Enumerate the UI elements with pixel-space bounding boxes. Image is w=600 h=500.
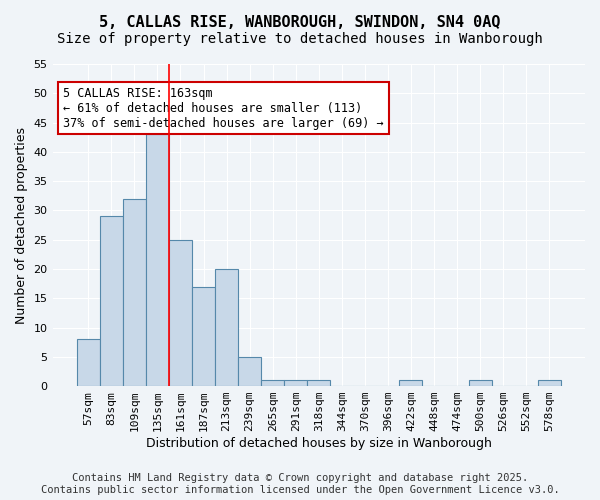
Bar [169, 240, 192, 386]
Bar [77, 339, 100, 386]
Bar [284, 380, 307, 386]
Bar [215, 269, 238, 386]
Y-axis label: Number of detached properties: Number of detached properties [15, 126, 28, 324]
X-axis label: Distribution of detached houses by size in Wanborough: Distribution of detached houses by size … [146, 437, 492, 450]
Bar [192, 286, 215, 386]
Text: Size of property relative to detached houses in Wanborough: Size of property relative to detached ho… [57, 32, 543, 46]
Bar [146, 134, 169, 386]
Bar [100, 216, 123, 386]
Text: 5, CALLAS RISE, WANBOROUGH, SWINDON, SN4 0AQ: 5, CALLAS RISE, WANBOROUGH, SWINDON, SN4… [99, 15, 501, 30]
Bar [238, 357, 261, 386]
Bar [307, 380, 330, 386]
Text: 5 CALLAS RISE: 163sqm
← 61% of detached houses are smaller (113)
37% of semi-det: 5 CALLAS RISE: 163sqm ← 61% of detached … [63, 86, 384, 130]
Bar [469, 380, 491, 386]
Text: Contains HM Land Registry data © Crown copyright and database right 2025.
Contai: Contains HM Land Registry data © Crown c… [41, 474, 559, 495]
Bar [538, 380, 561, 386]
Bar [123, 198, 146, 386]
Bar [261, 380, 284, 386]
Bar [400, 380, 422, 386]
